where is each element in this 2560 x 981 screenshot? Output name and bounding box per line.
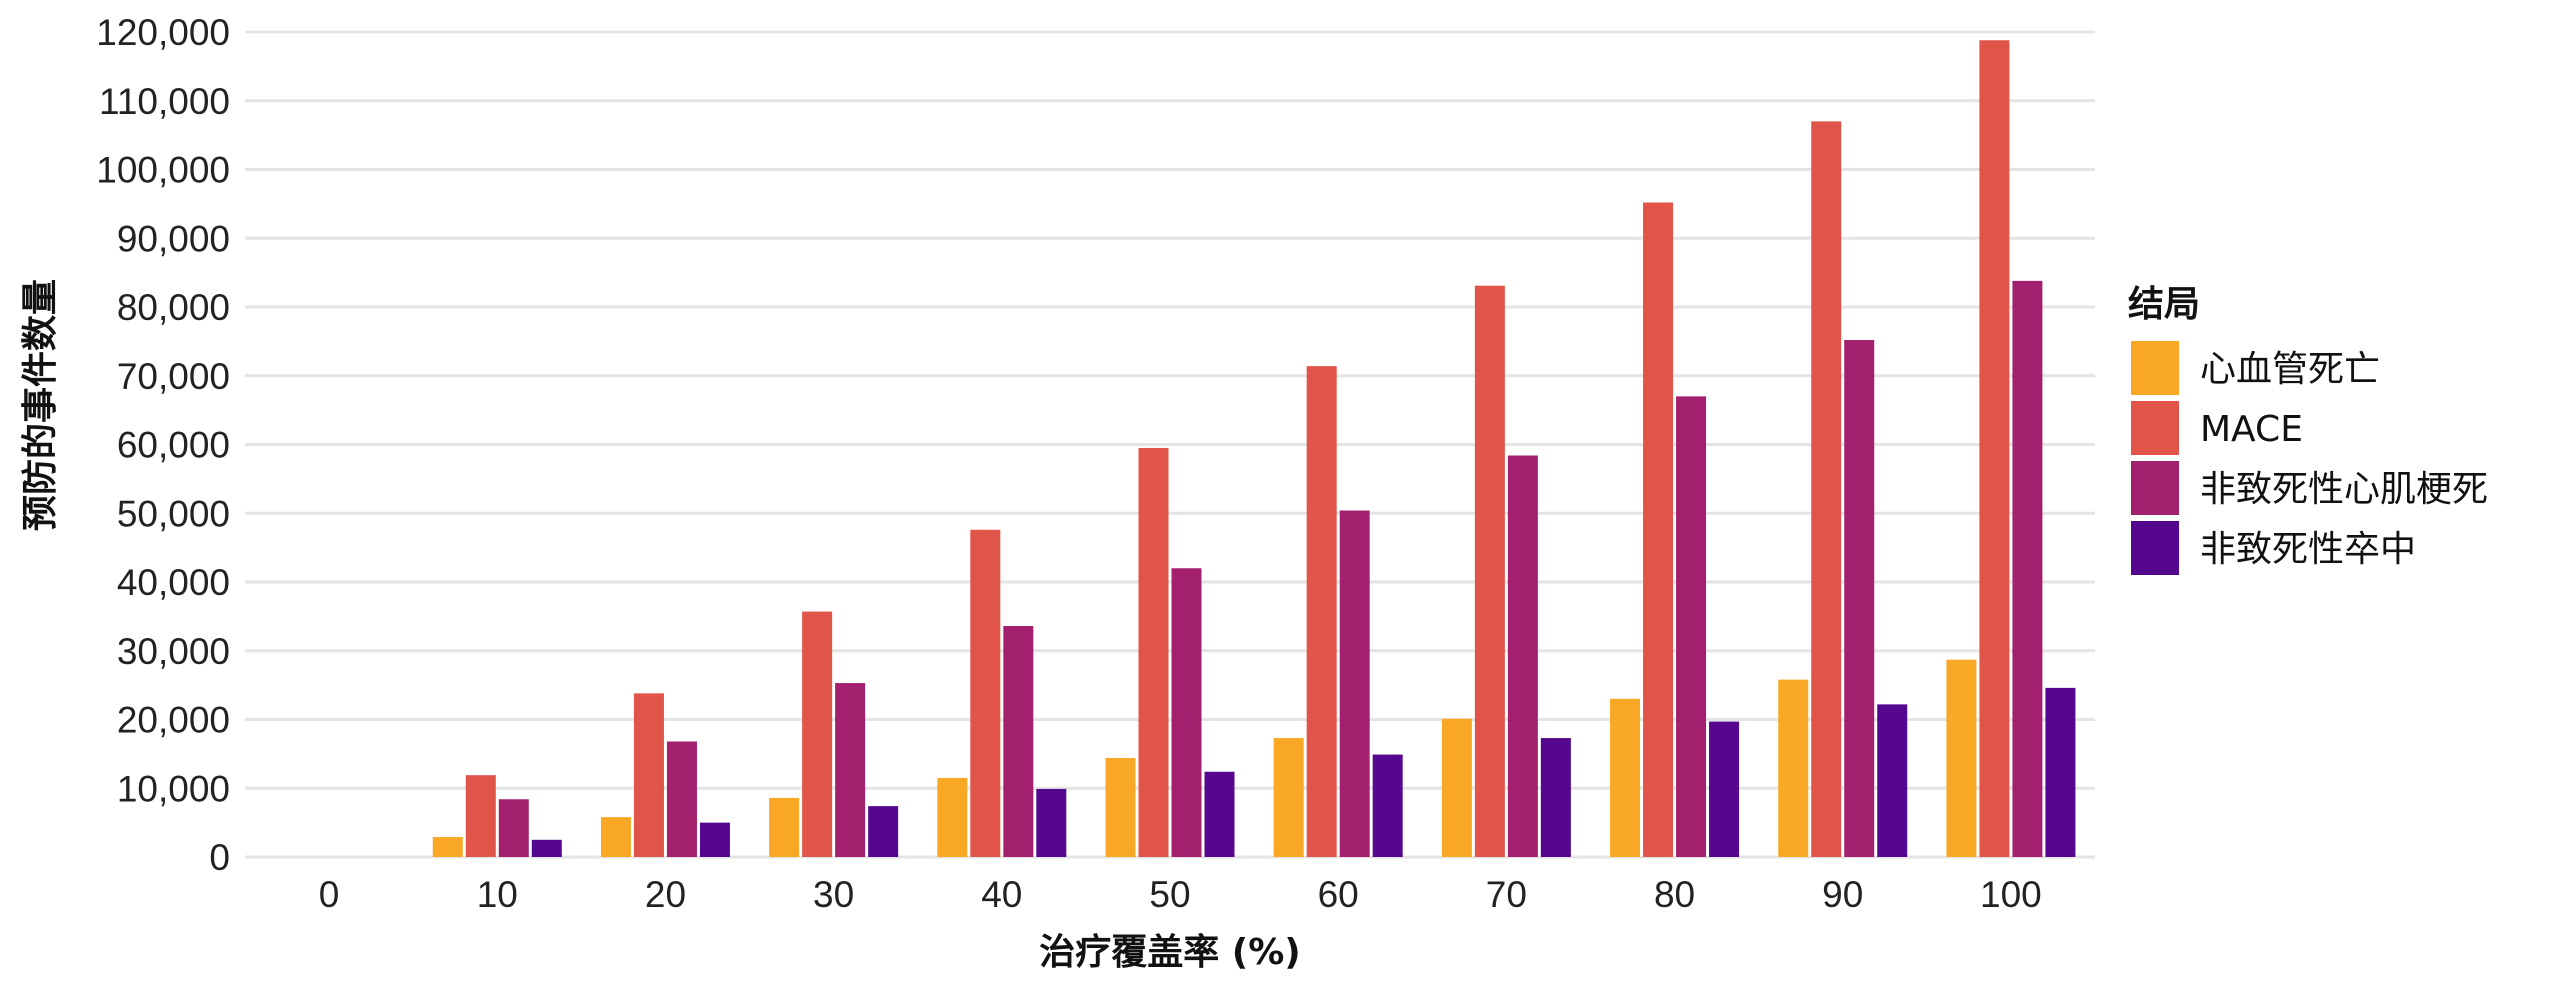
- bar-1-100: [1946, 659, 1977, 857]
- bar-1-80: [1610, 698, 1641, 857]
- bar-3-90: [1844, 340, 1875, 857]
- y-tick-label: 100,000: [96, 150, 230, 191]
- bar-1-50: [1105, 758, 1136, 857]
- bar-2-20: [633, 693, 664, 857]
- bar-4-20: [699, 822, 730, 857]
- bar-3-70: [1507, 455, 1538, 857]
- bar-4-10: [531, 839, 562, 857]
- y-tick-label: 10,000: [117, 768, 230, 809]
- bar-1-10: [432, 837, 463, 857]
- x-tick-label: 70: [1486, 874, 1527, 915]
- bar-4-50: [1204, 771, 1235, 857]
- x-tick-label: 90: [1822, 874, 1863, 915]
- bar-4-70: [1540, 738, 1571, 857]
- bar-3-20: [666, 741, 697, 857]
- y-tick-label: 0: [209, 837, 230, 878]
- x-tick-label: 20: [645, 874, 686, 915]
- x-tick-label: 50: [1149, 874, 1190, 915]
- legend-swatch: [2131, 341, 2179, 395]
- x-tick-label: 100: [1980, 874, 2042, 915]
- bar-3-40: [1003, 626, 1034, 857]
- y-axis-ticks: 0 10,000 20,000 30,000 40,000 50,000 60,000 70,…: [96, 12, 230, 878]
- x-tick-label: 0: [319, 874, 340, 915]
- x-tick-label: 30: [813, 874, 854, 915]
- bar-1-30: [769, 797, 800, 857]
- bar-2-50: [1138, 447, 1169, 857]
- bar-2-60: [1306, 366, 1337, 857]
- x-tick-label: 80: [1654, 874, 1695, 915]
- bars: [432, 40, 2076, 857]
- bar-2-70: [1474, 285, 1505, 857]
- x-tick-label: 40: [981, 874, 1022, 915]
- y-tick-label: 70,000: [117, 356, 230, 397]
- bar-2-10: [465, 775, 496, 857]
- y-tick-label: 110,000: [99, 81, 230, 122]
- x-tick-label: 10: [477, 874, 518, 915]
- y-axis-title: 预防的事件数量: [20, 279, 61, 531]
- legend-label: 非致死性心肌梗死: [2200, 469, 2488, 510]
- legend-label: MACE: [2200, 409, 2303, 450]
- bar-3-10: [498, 799, 529, 857]
- bar-2-90: [1811, 121, 1842, 857]
- legend-swatch: [2131, 461, 2179, 515]
- bar-4-90: [1877, 704, 1908, 857]
- bar-2-80: [1643, 202, 1674, 857]
- y-tick-label: 40,000: [117, 562, 230, 603]
- bar-1-40: [937, 777, 968, 857]
- legend-swatch: [2131, 521, 2179, 575]
- y-tick-label: 120,000: [96, 12, 230, 53]
- bar-1-70: [1441, 718, 1472, 857]
- y-tick-label: 60,000: [117, 425, 230, 466]
- bar-2-30: [802, 611, 833, 857]
- y-tick-label: 80,000: [117, 287, 230, 328]
- legend-label: 心血管死亡: [2200, 349, 2380, 390]
- bar-4-100: [2045, 687, 2076, 857]
- bar-3-80: [1676, 396, 1707, 857]
- legend-title: 结局: [2128, 284, 2200, 325]
- bar-4-40: [1036, 788, 1067, 857]
- bar-4-80: [1709, 721, 1740, 857]
- legend-label: 非致死性卒中: [2200, 529, 2416, 570]
- y-tick-label: 20,000: [117, 700, 230, 741]
- x-axis-ticks: 0 10 20 30 40 50 60 70 80 90 100: [319, 874, 2042, 915]
- gridlines: [245, 30, 2095, 859]
- bar-1-20: [600, 817, 631, 857]
- bar-2-40: [970, 529, 1001, 857]
- bar-4-30: [868, 806, 899, 857]
- bar-3-60: [1339, 510, 1370, 857]
- bar-3-50: [1171, 568, 1202, 857]
- bar-3-30: [835, 683, 866, 857]
- y-tick-label: 90,000: [117, 218, 230, 259]
- bar-1-60: [1273, 738, 1304, 857]
- bar-1-90: [1778, 679, 1809, 857]
- bar-3-100: [2012, 280, 2043, 857]
- bar-4-60: [1372, 754, 1403, 857]
- bar-2-100: [1979, 40, 2010, 857]
- legend-swatch: [2131, 401, 2179, 455]
- x-axis-title: 治疗覆盖率 (%): [1039, 932, 1301, 973]
- y-tick-label: 50,000: [117, 493, 230, 534]
- x-tick-label: 60: [1318, 874, 1359, 915]
- y-tick-label: 30,000: [117, 631, 230, 672]
